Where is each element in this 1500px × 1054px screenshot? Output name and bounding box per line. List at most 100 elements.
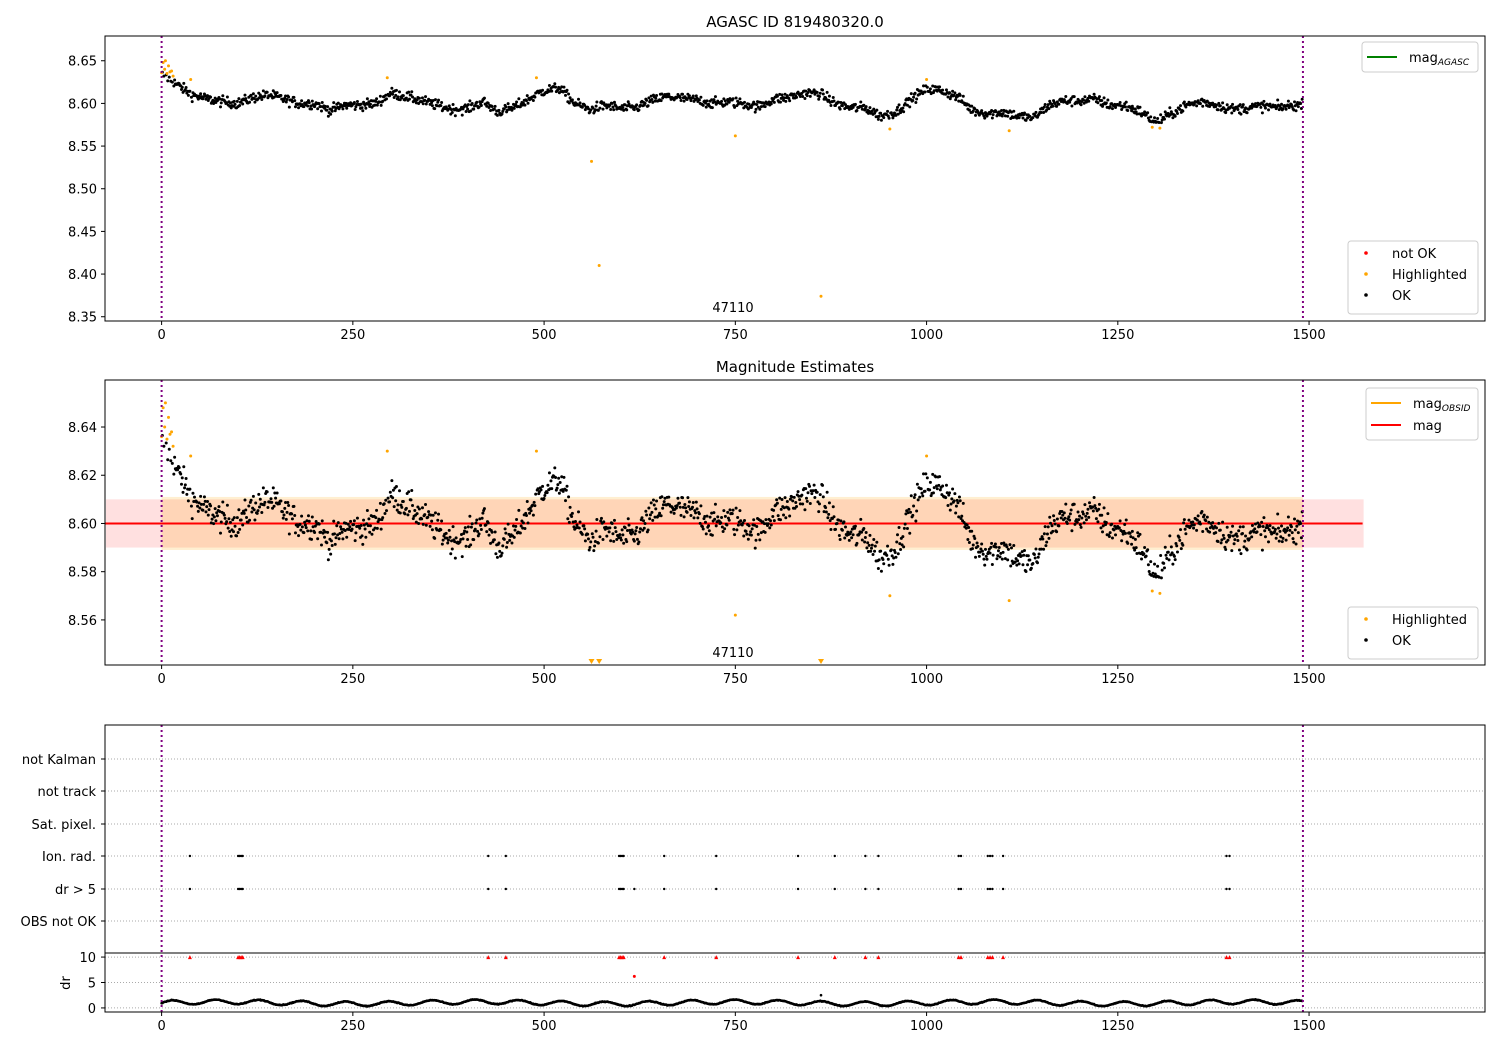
ok-point <box>746 537 750 541</box>
ok-point <box>1036 555 1040 559</box>
ok-point <box>587 548 591 552</box>
ok-point <box>677 501 681 505</box>
legend-label: OK <box>1392 289 1411 304</box>
ok-point <box>894 555 898 559</box>
ok-point <box>323 535 327 539</box>
ok-point <box>1160 568 1164 572</box>
ok-point <box>340 530 344 534</box>
ok-point <box>521 526 525 530</box>
ok-point <box>503 527 507 531</box>
ok-point <box>860 530 864 534</box>
ok-point <box>808 484 812 488</box>
ok-point <box>1075 520 1079 524</box>
ok-point <box>309 529 313 533</box>
ok-point <box>762 522 766 526</box>
highlighted-point <box>1150 125 1154 129</box>
ion-rad-flag <box>241 854 244 858</box>
ok-point <box>1192 523 1196 527</box>
ok-point <box>352 100 356 104</box>
ok-point <box>849 530 853 534</box>
ok-point <box>222 513 226 517</box>
ok-point <box>306 514 310 518</box>
ok-point <box>1055 100 1059 104</box>
ok-point <box>282 98 286 102</box>
ok-point <box>1225 525 1229 529</box>
ok-point <box>806 91 810 95</box>
ok-point <box>1260 520 1264 524</box>
ok-point <box>1168 106 1172 110</box>
ok-point <box>804 89 808 93</box>
ok-point <box>869 546 873 550</box>
ok-point <box>511 524 515 528</box>
ok-point <box>1237 529 1241 533</box>
ok-point <box>1146 116 1150 120</box>
ok-point <box>436 518 440 522</box>
ok-point <box>545 491 549 495</box>
ok-point <box>427 510 431 514</box>
ok-point <box>637 540 641 544</box>
ok-point <box>226 526 230 530</box>
ok-point <box>654 507 658 511</box>
ok-point <box>743 100 747 104</box>
ok-point <box>1138 532 1142 536</box>
ok-point <box>1132 546 1136 550</box>
ok-point <box>1249 530 1253 534</box>
ok-point <box>785 499 789 503</box>
ok-point <box>811 489 815 493</box>
ok-point <box>798 502 802 506</box>
ok-point <box>955 498 959 502</box>
ok-point <box>191 491 195 495</box>
ok-point <box>727 518 731 522</box>
ok-point <box>378 501 382 505</box>
ok-point <box>752 523 756 527</box>
ok-point <box>1250 535 1254 539</box>
highlighted-point <box>165 72 169 76</box>
ok-point <box>837 100 841 104</box>
ok-point <box>1164 553 1168 557</box>
ok-point <box>998 555 1002 559</box>
obsid-annotation: 47110 <box>712 301 753 316</box>
highlighted-point <box>166 64 170 68</box>
ok-point <box>504 105 508 109</box>
ok-point <box>747 524 751 528</box>
ok-point <box>303 520 307 524</box>
ok-point <box>1021 116 1025 120</box>
ok-point <box>935 487 939 491</box>
ok-point <box>720 99 724 103</box>
ok-point <box>547 471 551 475</box>
ok-point <box>623 103 627 107</box>
ok-point <box>459 537 463 541</box>
ok-point <box>173 78 177 82</box>
ok-point <box>1088 501 1092 505</box>
ok-point <box>1260 111 1264 115</box>
ok-point <box>1224 111 1228 115</box>
ok-point <box>934 475 938 479</box>
ok-point <box>1250 106 1254 110</box>
ok-point <box>179 88 183 92</box>
dr5-flag <box>504 887 508 891</box>
ok-point <box>609 108 613 112</box>
dr5-flag <box>833 887 836 891</box>
ok-point <box>839 519 843 523</box>
ok-point <box>508 538 512 542</box>
dr5-flag <box>957 887 960 891</box>
ok-point <box>1280 102 1284 106</box>
ok-point <box>956 501 960 505</box>
ok-point <box>829 104 833 108</box>
ok-point <box>808 501 812 505</box>
ok-point <box>783 92 787 96</box>
ok-point <box>568 505 572 509</box>
ok-point <box>570 511 574 515</box>
ok-point <box>197 501 201 505</box>
ok-point <box>593 544 597 548</box>
ok-point <box>302 531 306 535</box>
ok-point <box>1031 561 1035 565</box>
ok-point <box>212 522 216 526</box>
ok-point <box>882 562 886 566</box>
ok-point <box>1276 98 1280 102</box>
ok-point <box>1242 545 1246 549</box>
ok-point <box>586 532 590 536</box>
ok-point <box>398 511 402 515</box>
ok-point <box>549 479 553 483</box>
